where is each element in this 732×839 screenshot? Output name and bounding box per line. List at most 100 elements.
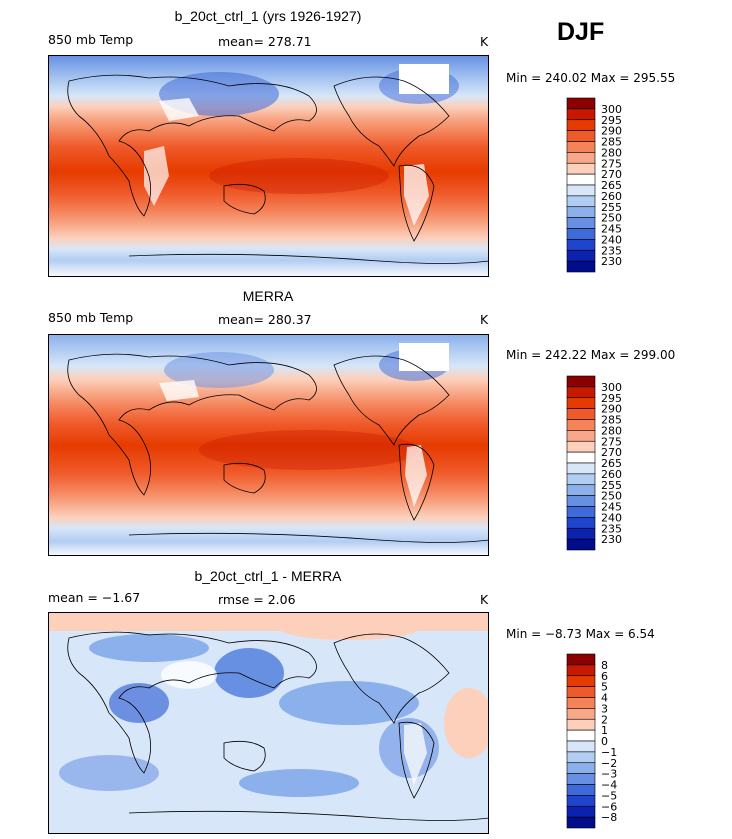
colorbar-1-tick-label: 270 bbox=[601, 168, 622, 181]
colorbar-2-segment-13 bbox=[566, 517, 596, 529]
colorbar-3-tick-label: −2 bbox=[601, 757, 617, 770]
colorbar-1-segment-15 bbox=[566, 260, 596, 273]
colorbar-3-tick-label: −8 bbox=[601, 811, 617, 824]
colorbar-2-segment-9 bbox=[566, 473, 596, 486]
colorbar-3-segment-2 bbox=[566, 675, 596, 687]
panel-3-title: b_20ct_ctrl_1 - MERRA bbox=[194, 568, 342, 584]
panel-3-rmse-label: rmse = 2.06 bbox=[218, 592, 296, 607]
colorbar-1-tick-label: 250 bbox=[601, 212, 622, 225]
colorbar-1-segment-3 bbox=[566, 130, 596, 142]
colorbar-1-tick-label: 275 bbox=[601, 157, 622, 170]
panel-2-minmax: Min = 242.22 Max = 299.00 bbox=[506, 348, 676, 362]
colorbar-3-segment-15 bbox=[566, 816, 596, 829]
colorbar-2-segment-1 bbox=[566, 386, 596, 399]
panel-2-units-label: K bbox=[480, 312, 489, 327]
colorbar-2-tick-label: 230 bbox=[601, 533, 622, 546]
colorbar-3-segment-11 bbox=[566, 773, 596, 785]
colorbar-1-tick-label: 260 bbox=[601, 190, 622, 203]
panel-1-colorbar: 300 295 290 285 280 275 270 265 260 255 250 245 240 2… bbox=[566, 97, 622, 273]
colorbar-2-segment-14 bbox=[566, 527, 596, 540]
colorbar-2-tick-label: 290 bbox=[601, 403, 622, 416]
colorbar-3-segment-5 bbox=[566, 708, 596, 720]
colorbar-1-tick-label: 285 bbox=[601, 136, 622, 149]
colorbar-2-segment-11 bbox=[566, 495, 596, 507]
season-label: DJF bbox=[557, 18, 605, 46]
colorbar-1-segment-11 bbox=[566, 217, 596, 229]
colorbar-1-segment-6 bbox=[566, 162, 596, 175]
panel-3-units-label: K bbox=[480, 592, 489, 607]
colorbar-3-segment-12 bbox=[566, 784, 596, 796]
colorbar-3-segment-0 bbox=[566, 653, 596, 666]
colorbar-2-segment-12 bbox=[566, 506, 596, 518]
panel-1-colorbar-svg: 3002952902852802752702652602552502452402… bbox=[566, 97, 622, 273]
colorbar-1-segment-14 bbox=[566, 249, 596, 262]
panel-1-units-label: K bbox=[480, 34, 489, 49]
panel-1-title: b_20ct_ctrl_1 (yrs 1926-1927) bbox=[174, 8, 362, 24]
colorbar-2-segment-7 bbox=[566, 451, 596, 464]
colorbar-1-tick-label: 300 bbox=[601, 103, 622, 116]
colorbar-2-segment-6 bbox=[566, 440, 596, 453]
colorbar-2-tick-label: 270 bbox=[601, 446, 622, 459]
colorbar-3-tick-label: −4 bbox=[601, 779, 617, 792]
colorbar-3-segment-9 bbox=[566, 751, 596, 764]
colorbar-2-segment-15 bbox=[566, 538, 596, 551]
colorbar-1-segment-9 bbox=[566, 195, 596, 208]
colorbar-1-segment-8 bbox=[566, 184, 596, 197]
panel-3-map bbox=[48, 612, 489, 834]
panel-3-minmax: Min = −8.73 Max = 6.54 bbox=[506, 627, 655, 641]
colorbar-2-tick-label: 265 bbox=[601, 457, 622, 470]
colorbar-3-tick-label: 8 bbox=[601, 659, 608, 672]
colorbar-3-tick-label: 0 bbox=[601, 735, 608, 748]
panel-2-map bbox=[48, 334, 489, 556]
colorbar-1-tick-label: 265 bbox=[601, 179, 622, 192]
colorbar-3-segment-3 bbox=[566, 686, 596, 698]
colorbar-1-segment-2 bbox=[566, 119, 596, 131]
colorbar-1-tick-label: 230 bbox=[601, 255, 622, 268]
colorbar-1-segment-13 bbox=[566, 239, 596, 251]
colorbar-3-tick-label: 6 bbox=[601, 670, 608, 683]
colorbar-2-tick-label: 235 bbox=[601, 522, 622, 535]
colorbar-1-segment-1 bbox=[566, 108, 596, 121]
panel-2-title: MERRA bbox=[242, 288, 294, 304]
panel-2-mean-label: mean= 280.37 bbox=[218, 312, 312, 327]
panel-2-colorbar-svg: 3002952902852802752702652602552502452402… bbox=[566, 375, 622, 551]
panel-1-map bbox=[48, 55, 489, 277]
colorbar-2-tick-label: 280 bbox=[601, 424, 622, 437]
colorbar-1-segment-7 bbox=[566, 173, 596, 186]
colorbar-1-tick-label: 295 bbox=[601, 114, 622, 127]
colorbar-3-tick-label: 2 bbox=[601, 713, 608, 726]
colorbar-3-tick-label: 4 bbox=[601, 692, 608, 705]
colorbar-2-segment-8 bbox=[566, 462, 596, 475]
colorbar-3-tick-label: −3 bbox=[601, 768, 617, 781]
colorbar-1-segment-5 bbox=[566, 152, 596, 164]
colorbar-3-segment-8 bbox=[566, 740, 596, 753]
colorbar-3-segment-4 bbox=[566, 697, 596, 709]
colorbar-2-tick-label: 300 bbox=[601, 381, 622, 394]
colorbar-1-tick-label: 245 bbox=[601, 223, 622, 236]
colorbar-3-segment-14 bbox=[566, 805, 596, 818]
colorbar-2-segment-2 bbox=[566, 397, 596, 409]
panel-2-colorbar: 300 295 290 285 280 275 270 265 260 255 250 245 240 2… bbox=[566, 375, 622, 551]
colorbar-3-segment-10 bbox=[566, 762, 596, 774]
colorbar-1-tick-label: 280 bbox=[601, 146, 622, 159]
panel-1-mean-label: mean= 278.71 bbox=[218, 34, 312, 49]
colorbar-3-tick-label: −1 bbox=[601, 746, 617, 759]
colorbar-2-tick-label: 275 bbox=[601, 435, 622, 448]
colorbar-1-segment-4 bbox=[566, 141, 596, 153]
panel-2-map-svg bbox=[49, 335, 488, 555]
colorbar-1-segment-10 bbox=[566, 206, 596, 218]
colorbar-1-segment-12 bbox=[566, 228, 596, 240]
colorbar-2-segment-5 bbox=[566, 430, 596, 442]
colorbar-1-tick-label: 235 bbox=[601, 244, 622, 257]
panel-1-minmax: Min = 240.02 Max = 295.55 bbox=[506, 71, 676, 85]
colorbar-2-segment-4 bbox=[566, 419, 596, 431]
colorbar-2-tick-label: 255 bbox=[601, 479, 622, 492]
colorbar-2-tick-label: 245 bbox=[601, 501, 622, 514]
colorbar-3-segment-13 bbox=[566, 795, 596, 807]
panel-3-map-svg bbox=[49, 613, 488, 833]
panel-1-variable-label: 850 mb Temp bbox=[48, 32, 134, 47]
colorbar-2-segment-0 bbox=[566, 375, 596, 388]
panel-3-mean-label: mean = −1.67 bbox=[48, 590, 141, 605]
colorbar-3-tick-label: 1 bbox=[601, 724, 608, 737]
